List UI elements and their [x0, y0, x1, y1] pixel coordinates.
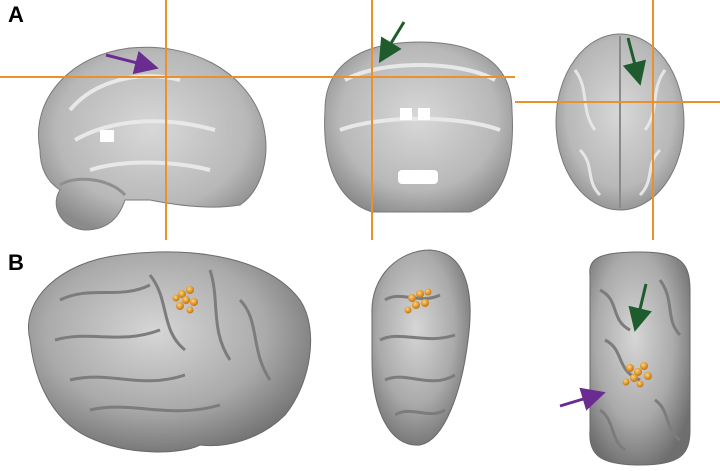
green-arrow-coronal	[378, 21, 406, 64]
panel-b-label: B	[8, 250, 24, 275]
cluster-oblique	[404, 288, 432, 314]
oblique-surface	[371, 249, 471, 446]
green-arrow-axial	[622, 37, 647, 86]
panel-a-label: A	[8, 2, 24, 27]
lateral-surface	[28, 251, 312, 453]
coronal-slice	[324, 41, 513, 213]
crosshairs	[0, 0, 720, 240]
axial-slice	[555, 33, 685, 211]
cluster-top	[622, 362, 652, 388]
purple-arrow-top	[559, 387, 606, 411]
top-surface	[589, 251, 691, 466]
cluster-lateral	[172, 286, 198, 314]
purple-arrow-sagittal	[105, 50, 159, 75]
green-arrow-top	[628, 283, 652, 332]
sagittal-slice	[38, 46, 267, 231]
